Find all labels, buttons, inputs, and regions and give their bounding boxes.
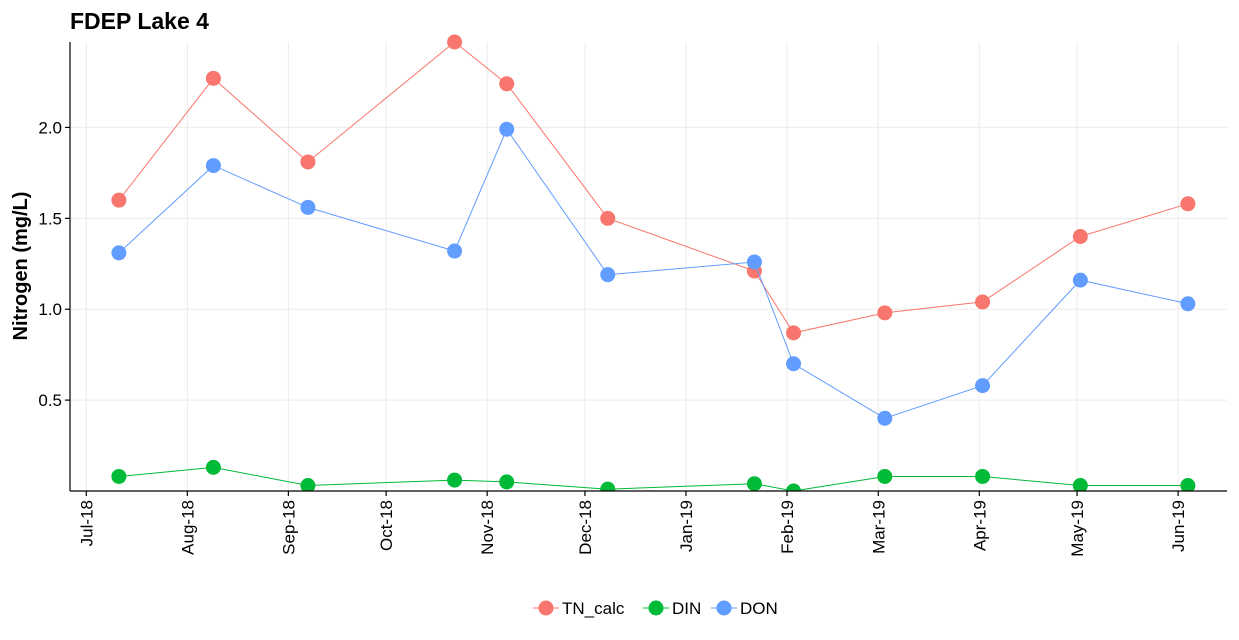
data-point	[786, 325, 802, 341]
series-line	[118, 128, 1189, 419]
x-tick-label: Sep-18	[279, 500, 298, 555]
data-point	[499, 474, 515, 490]
y-tick-label: 2.0	[38, 118, 62, 137]
x-tick-label: Aug-18	[178, 500, 197, 555]
data-point	[786, 483, 802, 491]
y-axis-label: Nitrogen (mg/L)	[10, 192, 32, 341]
legend-marker	[538, 600, 554, 616]
data-point	[300, 199, 316, 215]
x-tick-label: Mar-19	[869, 500, 888, 554]
series-line	[118, 41, 1189, 334]
data-point	[600, 267, 616, 283]
data-point	[447, 472, 463, 488]
legend: TN_calc DIN DON	[533, 599, 778, 618]
data-point	[600, 481, 616, 491]
y-tick-label: 0.5	[38, 391, 62, 410]
y-tick-label: 1.0	[38, 300, 62, 319]
x-tick-label: May-19	[1068, 500, 1087, 557]
x-axis: Jul-18 Aug-18 Sep-18 Oct-18 Nov-18 Dec-18 Jan-…	[77, 491, 1188, 557]
x-tick-label: Oct-18	[377, 500, 396, 551]
data-point	[1180, 196, 1196, 212]
legend-marker	[716, 600, 732, 616]
data-point	[975, 378, 991, 394]
data-point	[1072, 478, 1088, 491]
data-point	[300, 478, 316, 491]
data-point	[786, 356, 802, 372]
data-point	[600, 210, 616, 226]
series-din	[111, 459, 1196, 491]
grid-lines	[70, 42, 1227, 491]
legend-item: TN_calc	[533, 599, 625, 618]
x-tick-label: Jun-19	[1169, 500, 1188, 552]
x-tick-label: Dec-18	[576, 500, 595, 555]
chart-title: FDEP Lake 4	[70, 8, 209, 34]
data-point	[111, 468, 127, 484]
y-tick-label: 1.5	[38, 209, 62, 228]
data-point	[746, 476, 762, 491]
plot-area	[111, 34, 1196, 491]
data-point	[746, 254, 762, 270]
data-point	[499, 76, 515, 92]
legend-label: DON	[740, 599, 778, 618]
y-axis: 0.5 1.0 1.5 2.0	[38, 118, 70, 410]
data-point	[205, 158, 221, 174]
series-line	[118, 466, 1188, 491]
data-point	[877, 305, 893, 321]
legend-marker	[648, 600, 664, 616]
data-point	[111, 245, 127, 261]
data-point	[877, 410, 893, 426]
series-tn-calc	[111, 34, 1196, 341]
data-point	[877, 468, 893, 484]
data-point	[1180, 478, 1196, 491]
data-point	[499, 121, 515, 137]
data-point	[975, 468, 991, 484]
data-point	[975, 294, 991, 310]
data-point	[205, 70, 221, 86]
data-point	[111, 192, 127, 208]
x-tick-label: Jan-19	[677, 500, 696, 552]
x-tick-label: Feb-19	[778, 500, 797, 554]
x-tick-label: Jul-18	[77, 500, 96, 546]
legend-label: DIN	[672, 599, 701, 618]
x-tick-label: Apr-19	[970, 500, 989, 551]
data-point	[447, 243, 463, 259]
data-point	[300, 154, 316, 170]
data-point	[1072, 229, 1088, 245]
series-don	[111, 121, 1196, 426]
data-point	[447, 34, 463, 50]
data-point	[1072, 272, 1088, 288]
legend-label: TN_calc	[562, 599, 625, 618]
x-tick-label: Nov-18	[478, 500, 497, 555]
data-point	[205, 459, 221, 475]
legend-item: DIN	[643, 599, 701, 618]
legend-item: DON	[711, 599, 778, 618]
data-point	[1180, 296, 1196, 312]
